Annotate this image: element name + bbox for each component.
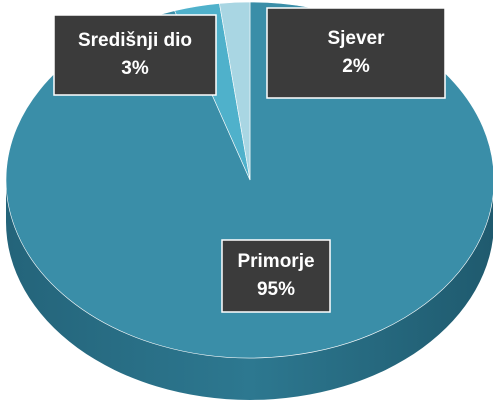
pie-side: [6, 180, 493, 400]
category-label: Središnji dio: [78, 30, 192, 51]
value-label: 2%: [342, 56, 370, 77]
label-box: [221, 239, 331, 313]
value-label: 3%: [121, 58, 149, 79]
label-box: [266, 7, 446, 99]
label-box: [53, 14, 217, 96]
value-label: 95%: [257, 279, 295, 300]
data-label: Sjever 2%: [266, 7, 446, 99]
category-label: Sjever: [327, 28, 385, 49]
data-label: Središnji dio 3%: [53, 14, 217, 96]
data-label: Primorje 95%: [221, 239, 331, 313]
pie-slice: [219, 1, 251, 181]
category-label: Primorje: [237, 251, 314, 272]
